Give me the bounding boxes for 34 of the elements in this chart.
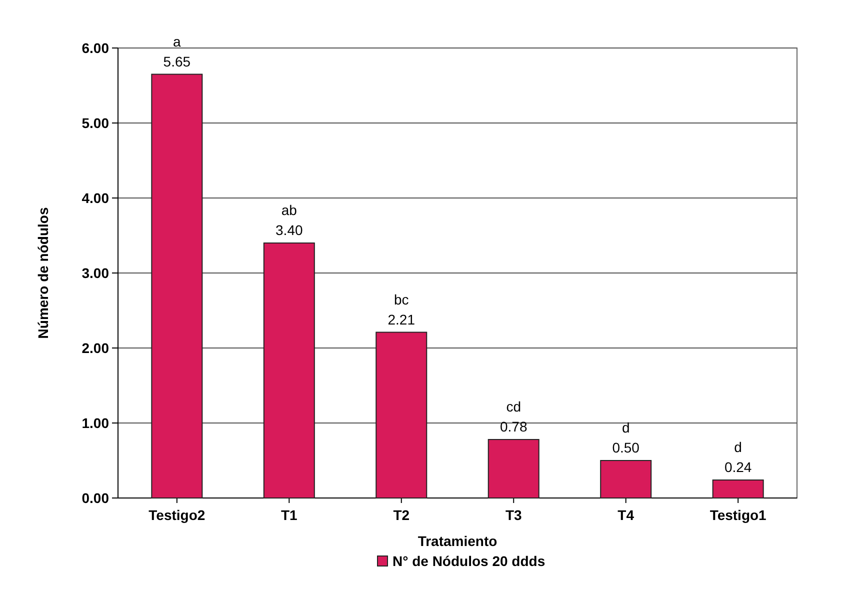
bar [263,242,315,498]
data-label: 0.78 [500,418,528,434]
y-tick-label: 2.00 [82,340,110,356]
x-tick-label: Testigo2 [148,507,206,523]
annotation: ab [281,202,298,218]
x-tick-label: T3 [505,507,522,523]
bar [600,460,652,498]
y-tick-label: 6.00 [82,40,110,56]
data-label: 0.24 [724,459,752,475]
bar [151,74,203,498]
y-tick-label: 0.00 [82,490,110,506]
data-label: 5.65 [163,53,191,70]
annotation: d [734,439,742,455]
annotation: d [622,420,630,436]
x-tick-label: T2 [393,507,410,523]
y-tick-label: 1.00 [82,414,110,431]
annotation: cd [506,398,522,414]
y-tick-label: 4.00 [82,190,110,206]
bar [488,439,540,498]
annotation: a [173,33,182,50]
x-axis-title: Tratamiento [418,533,498,549]
x-tick-label: T4 [618,507,634,523]
x-tick-label: T1 [280,507,298,523]
y-tick-label: 5.00 [82,114,110,131]
x-tick-label: Testigo1 [710,507,767,523]
data-label: 3.40 [276,222,303,238]
bar [712,480,764,498]
annotation: bc [394,291,409,308]
legend-label: N° de Nódulos 20 ddds [392,553,546,569]
data-label: 2.21 [388,311,416,328]
y-tick-label: 3.00 [82,264,110,281]
y-axis-title: Número de nódulos [35,207,51,339]
bar [376,332,428,498]
data-label: 0.50 [612,440,640,456]
